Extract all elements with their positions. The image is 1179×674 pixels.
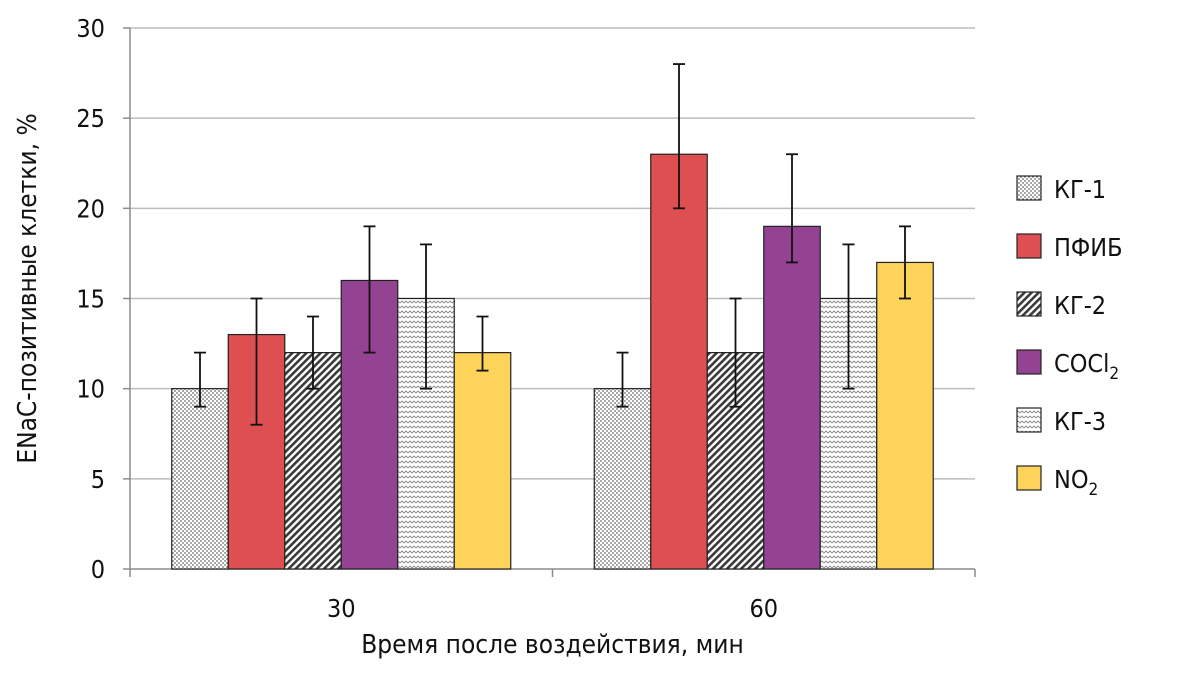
legend-item: ПФИБ xyxy=(1016,233,1123,262)
legend-swatch xyxy=(1016,175,1042,201)
legend-label: COCl2 xyxy=(1054,349,1119,384)
legend-label-subscript: 2 xyxy=(1089,480,1099,500)
legend-item: COCl2 xyxy=(1016,349,1119,384)
bar xyxy=(171,388,229,570)
bars xyxy=(171,153,934,570)
error-bars xyxy=(194,63,911,426)
y-tick-label: 20 xyxy=(76,194,105,223)
legend-label-main: КГ-2 xyxy=(1054,291,1106,320)
legend-item: КГ-1 xyxy=(1016,175,1106,204)
bar xyxy=(763,225,821,570)
y-tick-labels: 0 5 10 15 20 25 30 xyxy=(76,14,105,584)
legend-label-main: КГ-3 xyxy=(1054,407,1106,436)
y-tick-label: 30 xyxy=(76,14,105,43)
legend-swatch xyxy=(1016,349,1042,375)
legend-label: КГ-3 xyxy=(1054,407,1106,436)
legend-label: КГ-1 xyxy=(1054,175,1106,204)
x-tick-label: 60 xyxy=(749,594,778,623)
legend-swatch xyxy=(1016,291,1042,317)
bar xyxy=(593,388,652,570)
legend-label-main: COCl xyxy=(1054,349,1109,378)
legend-swatch xyxy=(1016,465,1042,491)
legend-label: КГ-2 xyxy=(1054,291,1106,320)
y-tick-label: 0 xyxy=(91,555,105,584)
bar xyxy=(876,261,934,570)
legend-label-main: NO xyxy=(1054,465,1089,494)
y-tick-label: 15 xyxy=(76,285,105,314)
y-axis-title: ENaC-позитивные клетки, % xyxy=(13,113,43,463)
bar xyxy=(650,153,708,570)
bar xyxy=(453,352,512,570)
y-tick-label: 10 xyxy=(76,375,105,404)
x-axis-title: Время после воздействия, мин xyxy=(361,630,744,660)
legend-swatch xyxy=(1016,407,1042,433)
x-tick-labels: 30 60 xyxy=(327,594,778,623)
legend-label-subscript: 2 xyxy=(1109,364,1119,384)
legend-label-main: ПФИБ xyxy=(1054,233,1123,262)
legend-item: NO2 xyxy=(1016,465,1098,500)
legend-item: КГ-2 xyxy=(1016,291,1106,320)
legend-label: ПФИБ xyxy=(1054,233,1123,262)
legend-label: NO2 xyxy=(1054,465,1098,500)
legend-label-main: КГ-1 xyxy=(1054,175,1106,204)
x-tick-label: 30 xyxy=(327,594,356,623)
y-tick-label: 25 xyxy=(76,104,105,133)
legend-swatch xyxy=(1016,233,1042,259)
legend-item: КГ-3 xyxy=(1016,407,1106,436)
y-tick-label: 5 xyxy=(91,465,105,494)
